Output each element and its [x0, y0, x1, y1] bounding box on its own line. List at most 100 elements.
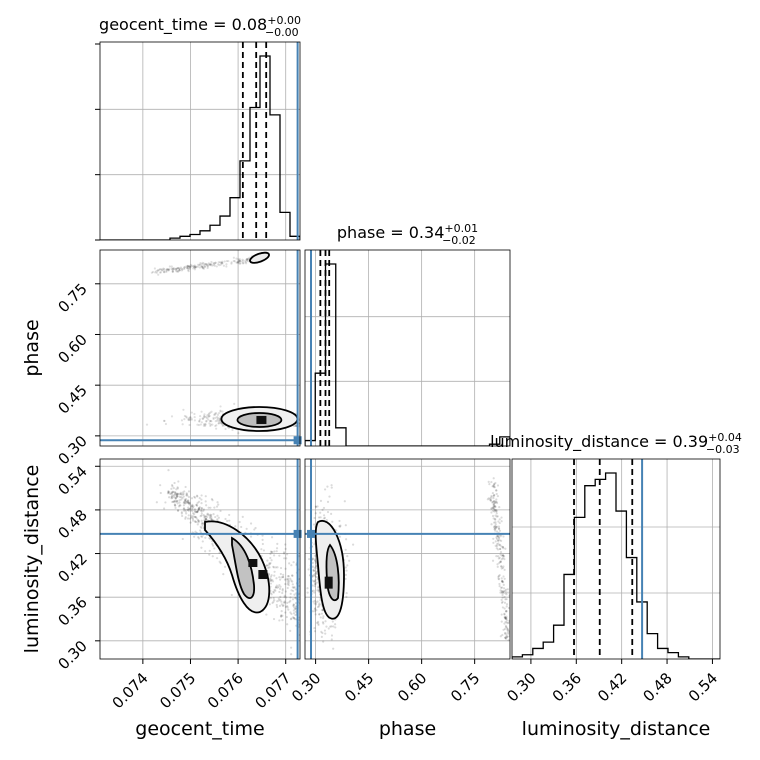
sample-point	[500, 558, 503, 561]
sample-point	[200, 535, 203, 538]
sample-point	[192, 519, 195, 522]
sample-point	[495, 489, 498, 492]
sample-point	[190, 505, 194, 508]
sample-point	[491, 491, 494, 495]
sample-point	[223, 260, 226, 263]
sample-point	[163, 268, 166, 271]
sample-point	[273, 574, 276, 577]
sample-point	[254, 526, 257, 530]
sample-point	[302, 598, 304, 600]
sample-point	[330, 638, 333, 641]
sample-point	[186, 494, 189, 497]
sample-point	[494, 527, 497, 530]
sample-point	[199, 415, 202, 418]
sample-point	[182, 500, 186, 504]
sample-point	[287, 578, 290, 581]
sample-point	[344, 577, 347, 580]
sample-point	[172, 267, 175, 270]
sample-point	[273, 550, 276, 553]
sample-point	[278, 576, 281, 579]
sample-point	[352, 543, 355, 546]
sample-point	[202, 508, 205, 511]
sample-point	[181, 423, 184, 426]
sample-point	[192, 265, 195, 268]
sample-point	[316, 600, 319, 603]
sample-point	[493, 526, 496, 529]
sample-point	[186, 264, 189, 267]
sample-point	[496, 535, 500, 538]
sample-point	[314, 505, 318, 509]
sample-point	[173, 494, 176, 497]
sample-point	[504, 616, 507, 619]
sample-point	[492, 495, 495, 498]
sample-point	[216, 418, 219, 421]
sample-point	[207, 262, 210, 265]
sample-point	[211, 264, 214, 267]
sample-point	[281, 604, 285, 608]
sample-point	[275, 584, 278, 587]
sample-point	[507, 606, 510, 610]
sample-point	[277, 597, 280, 600]
sample-point	[506, 629, 509, 632]
sample-point	[331, 620, 334, 623]
sample-point	[274, 586, 278, 589]
sample-point	[205, 417, 209, 420]
sample-point	[200, 498, 203, 501]
sample-point	[191, 507, 194, 511]
sample-point	[332, 411, 334, 413]
sample-point	[208, 516, 211, 520]
sample-point	[171, 270, 174, 273]
sample-point	[335, 529, 338, 532]
sample-point	[274, 566, 278, 569]
sample-point	[330, 486, 333, 489]
sample-point	[488, 483, 491, 486]
sample-point	[279, 578, 282, 581]
sample-point	[188, 502, 191, 505]
sample-point	[167, 491, 170, 494]
sample-point	[492, 537, 495, 540]
sample-point	[197, 521, 200, 524]
sample-point	[492, 483, 496, 486]
x-tick-label: 0.42	[594, 669, 630, 705]
sample-point	[313, 543, 316, 546]
sample-point	[322, 412, 324, 414]
sample-point	[500, 565, 503, 568]
sample-point	[187, 270, 190, 273]
sample-point	[492, 502, 495, 506]
sample-point	[292, 603, 295, 606]
sample-point	[323, 629, 327, 632]
sample-point	[210, 264, 213, 267]
sample-point	[493, 493, 496, 497]
sample-point	[178, 495, 181, 499]
sample-point	[500, 520, 503, 523]
sample-point	[187, 490, 191, 493]
sample-point	[322, 615, 325, 618]
histogram-step-line	[512, 472, 720, 659]
sample-point	[206, 265, 210, 268]
sample-point	[489, 499, 492, 502]
sample-point	[301, 621, 303, 623]
sample-point	[492, 504, 495, 507]
sample-point	[293, 617, 296, 620]
sample-point	[274, 586, 278, 589]
sample-point	[287, 582, 290, 585]
sample-point	[492, 517, 495, 520]
sample-point	[186, 500, 189, 503]
x-tick-label: 0.30	[288, 669, 324, 705]
sample-point	[190, 514, 193, 517]
sample-point	[171, 269, 174, 273]
sample-point	[505, 635, 508, 638]
sample-point	[496, 495, 500, 498]
sample-point	[201, 535, 204, 538]
sample-point	[165, 270, 168, 273]
sample-point	[494, 540, 497, 543]
sample-point	[153, 267, 156, 270]
sample-point	[279, 595, 282, 598]
sample-point	[172, 500, 175, 503]
sample-point	[494, 527, 497, 531]
sample-point	[506, 622, 509, 625]
sample-point	[313, 630, 317, 633]
sample-point	[345, 538, 348, 541]
sample-point	[240, 525, 243, 529]
sample-point	[207, 263, 210, 266]
